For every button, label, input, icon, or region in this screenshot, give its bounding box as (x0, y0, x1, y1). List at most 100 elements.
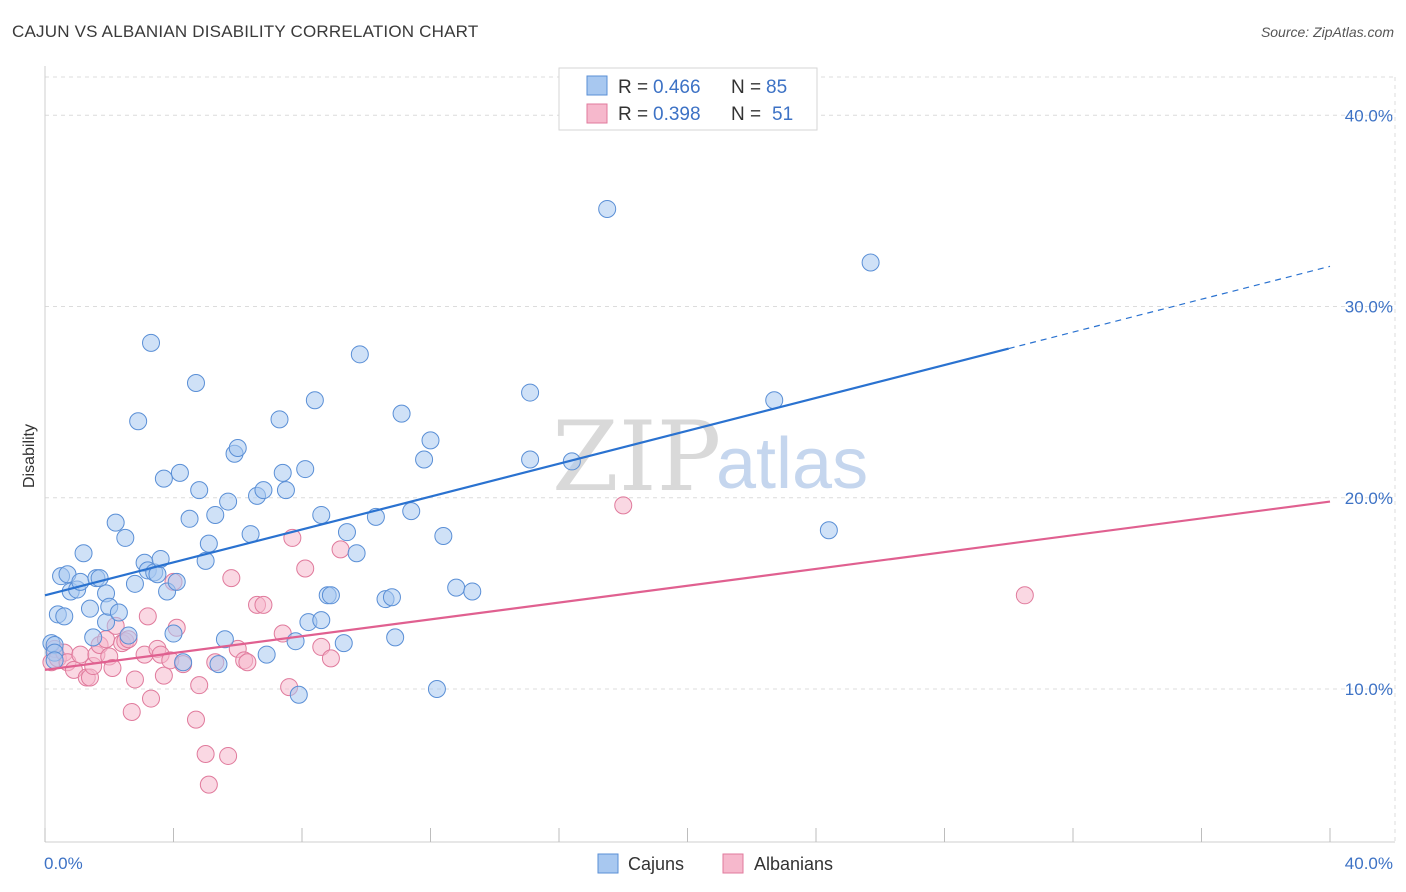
cajun-point-71 (386, 628, 405, 647)
cajun-point-42 (206, 505, 225, 524)
albanian-point-51 (1015, 586, 1034, 605)
legend-r-label-albanians: R = (618, 104, 648, 125)
cajun-point-60 (312, 505, 331, 524)
cajun-point-47 (228, 439, 247, 458)
chart-title: CAJUN VS ALBANIAN DISABILITY CORRELATION… (12, 22, 479, 41)
legend-r-value-albanians: 0.398 (653, 104, 701, 125)
cajun-point-36 (174, 653, 193, 672)
cajun-point-56 (289, 685, 308, 704)
albanian-point-36 (219, 746, 238, 765)
legend-n-value-cajuns: 85 (766, 77, 787, 98)
cajun-point-73 (402, 502, 421, 521)
cajun-point-15 (90, 569, 109, 588)
cajun-point-30 (151, 549, 170, 568)
albanian-point-22 (138, 607, 157, 626)
cajun-point-41 (199, 534, 218, 553)
legend-swatch-cajuns (586, 75, 608, 96)
cajun-point-21 (116, 528, 135, 547)
cajun-point-19 (106, 513, 125, 532)
cajun-point-72 (392, 404, 411, 423)
x-tick-label-0: 0.0% (44, 854, 83, 873)
cajun-point-12 (80, 599, 99, 618)
cajun-point-24 (129, 412, 148, 431)
watermark: ZIP atlas (552, 401, 868, 513)
albanians-points (42, 496, 1034, 794)
trend-lines (44, 265, 1331, 671)
source-label: Source: ZipAtlas.com (1260, 24, 1394, 40)
cajun-point-83 (598, 199, 617, 218)
axes (44, 66, 1395, 843)
cajun-point-23 (125, 574, 144, 593)
albanian-point-37 (222, 569, 241, 588)
albanian-point-33 (196, 745, 215, 764)
bottom-legend-label-cajuns: Cajuns (628, 854, 684, 874)
cajun-point-38 (186, 374, 205, 392)
watermark-atlas: atlas (716, 424, 868, 504)
cajun-point-63 (321, 586, 340, 605)
cajun-point-22 (119, 626, 138, 645)
cajun-point-44 (215, 630, 234, 649)
cajun-point-64 (334, 634, 353, 653)
series-legend: Cajuns Albanians (597, 853, 833, 874)
cajun-point-66 (347, 544, 366, 563)
cajun-point-45 (219, 492, 238, 511)
x-tick-label-1: 40.0% (1345, 854, 1393, 873)
watermark-zip: ZIP (552, 401, 721, 513)
cajun-point-81 (521, 450, 540, 469)
cajun-point-33 (164, 624, 183, 643)
cajun-point-70 (382, 588, 401, 607)
albanian-point-34 (199, 775, 218, 794)
albanian-point-48 (321, 649, 340, 668)
tick-labels: 10.0% 20.0% 30.0% 40.0% 0.0% 40.0% (44, 106, 1393, 873)
cajun-point-37 (180, 509, 199, 528)
albanian-point-23 (142, 689, 161, 708)
y-tick-label-3: 40.0% (1345, 106, 1393, 125)
cajun-point-76 (427, 680, 446, 698)
bottom-legend-label-albanians: Albanians (754, 854, 833, 874)
cajuns-trend-extension (1008, 265, 1331, 350)
cajun-point-86 (861, 253, 880, 272)
cajun-point-53 (273, 463, 292, 482)
cajun-point-54 (276, 481, 295, 500)
albanian-point-42 (254, 595, 273, 614)
cajun-point-57 (296, 460, 315, 479)
cajun-point-20 (109, 603, 128, 622)
y-tick-label-1: 20.0% (1345, 489, 1393, 508)
cajun-point-34 (167, 572, 186, 591)
legend-n-label-cajuns: N = (731, 77, 761, 98)
albanian-point-26 (154, 666, 173, 685)
y-tick-label-2: 30.0% (1345, 298, 1393, 317)
albanian-point-40 (238, 653, 257, 672)
legend-n-value-albanians: 51 (772, 104, 793, 125)
cajun-point-80 (521, 383, 540, 402)
bottom-legend-swatch-cajuns (597, 853, 619, 874)
cajun-point-85 (819, 521, 838, 540)
albanian-point-20 (125, 670, 144, 689)
albanian-point-14 (103, 658, 122, 677)
albanian-point-49 (331, 540, 350, 559)
cajun-point-61 (312, 611, 331, 630)
cajun-point-6 (55, 607, 74, 626)
cajun-point-50 (254, 481, 273, 500)
albanian-point-32 (190, 676, 209, 695)
cajun-point-13 (84, 628, 103, 647)
cajuns-trend-line (44, 347, 1010, 597)
cajun-point-27 (142, 333, 161, 352)
cajun-point-39 (190, 481, 209, 500)
cajun-point-75 (421, 431, 440, 450)
bottom-legend-swatch-albanians (722, 853, 744, 874)
correlation-legend: R = 0.466 N = 85 R = 0.398 N = 51 (558, 67, 818, 131)
legend-n-label-albanians: N = (731, 104, 761, 125)
albanian-point-46 (296, 559, 315, 578)
y-tick-label-0: 10.0% (1345, 680, 1393, 699)
cajun-point-67 (350, 345, 369, 364)
cajuns-points (42, 199, 880, 704)
legend-r-value-cajuns: 0.466 (653, 77, 701, 98)
cajun-point-52 (270, 410, 289, 429)
cajun-point-79 (463, 582, 482, 601)
albanians-trend-line (44, 500, 1331, 671)
cajun-point-78 (447, 578, 466, 597)
albanian-point-47 (312, 637, 331, 656)
cajun-point-77 (434, 527, 453, 545)
